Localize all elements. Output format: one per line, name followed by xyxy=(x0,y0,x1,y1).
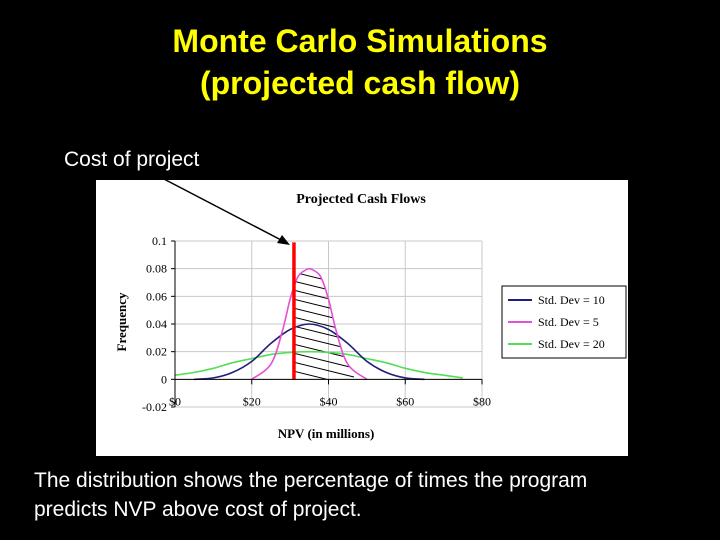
y-tick-label: 0.04 xyxy=(146,317,167,331)
x-tick-label: $20 xyxy=(243,394,261,408)
x-axis-label: NPV (in millions) xyxy=(278,426,375,441)
caption-line-2: predicts NVP above cost of project. xyxy=(34,498,362,521)
shaded-region xyxy=(289,235,355,380)
hatch-line xyxy=(293,288,355,306)
hatch-line xyxy=(293,324,355,342)
slide-title-line-1: Monte Carlo Simulations xyxy=(172,23,548,59)
hatch-line xyxy=(293,351,355,369)
hatch-line xyxy=(293,378,355,380)
y-tick-label: 0 xyxy=(161,372,167,386)
hatch-line xyxy=(293,279,355,297)
caption-line-1: The distribution shows the percentage of… xyxy=(34,469,588,492)
legend-label: Std. Dev = 20 xyxy=(538,337,605,351)
y-tick-label: -0.02 xyxy=(142,400,167,414)
slide-title: Monte Carlo Simulations (projected cash … xyxy=(0,20,720,104)
x-tick-label: $40 xyxy=(320,394,338,408)
hatch-line xyxy=(293,306,355,324)
chart-panel: Projected Cash Flows 0.1 0.08 0.06 0.04 0.02… xyxy=(96,180,628,456)
y-tick-label: 0.02 xyxy=(146,345,167,359)
y-tick-label: 0.1 xyxy=(152,234,167,248)
chart-title: Projected Cash Flows xyxy=(296,192,426,207)
shaded-hatch xyxy=(289,235,355,380)
series-line xyxy=(174,350,463,379)
projected-cash-flows-chart: Projected Cash Flows 0.1 0.08 0.06 0.04 0.02… xyxy=(114,192,627,441)
hatch-line xyxy=(293,333,355,351)
hatch-line xyxy=(293,268,355,270)
hatch-line xyxy=(293,342,355,360)
y-tick-label: 0.08 xyxy=(146,262,167,276)
hatch-line xyxy=(293,360,355,378)
legend-label: Std. Dev = 5 xyxy=(538,315,599,329)
legend-box xyxy=(501,285,627,359)
series-line xyxy=(251,267,368,380)
hatch-line xyxy=(289,244,354,260)
series-line xyxy=(194,323,425,381)
slide-title-line-2: (projected cash flow) xyxy=(199,65,521,101)
hatch-line xyxy=(293,297,355,315)
y-tick-label: 0.06 xyxy=(146,289,167,303)
x-tick-label: $80 xyxy=(473,394,491,408)
caption: The distribution shows the percentage of… xyxy=(34,466,694,524)
legend-label: Std. Dev = 10 xyxy=(538,293,605,307)
hatch-line xyxy=(293,369,355,380)
hatch-line xyxy=(289,235,354,251)
y-axis-label: Frequency xyxy=(114,292,129,351)
x-tick-label: $60 xyxy=(396,394,414,408)
cost-of-project-label: Cost of project xyxy=(64,148,200,171)
